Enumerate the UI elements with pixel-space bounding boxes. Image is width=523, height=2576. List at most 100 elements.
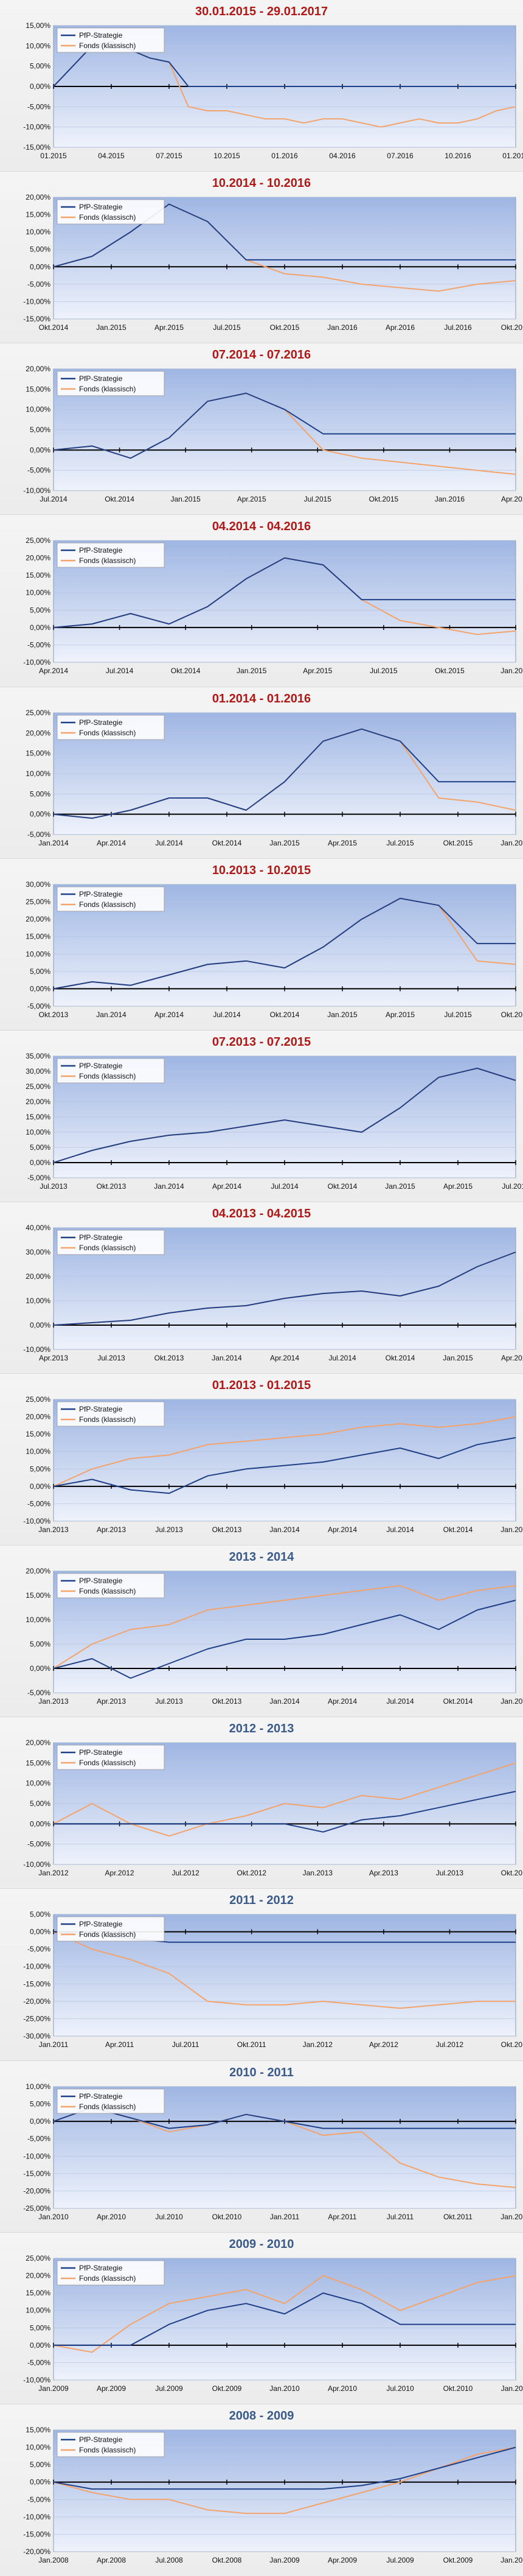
- x-tick-label: Okt.2013: [97, 1182, 126, 1191]
- y-tick-label: 10,00%: [26, 1447, 50, 1456]
- line-chart: 20,00%15,00%10,00%5,00%0,00%-5,00%Jan.20…: [26, 1567, 523, 1706]
- x-tick-label: Jul.2015: [444, 1010, 472, 1019]
- y-tick-label: -10,00%: [23, 1962, 50, 1971]
- legend-label: Fonds (klassisch): [79, 385, 136, 393]
- y-tick-label: 0,00%: [30, 1928, 50, 1936]
- x-tick-label: Jul.2014: [386, 1525, 414, 1534]
- y-tick-label: 15,00%: [26, 211, 50, 219]
- x-tick-label: Jul.2011: [387, 2213, 414, 2221]
- x-tick-label: Jul.2009: [386, 2556, 414, 2564]
- x-tick-label: Jan.2011: [501, 2384, 523, 2393]
- y-tick-label: 15,00%: [26, 2426, 50, 2434]
- y-tick-label: 10,00%: [26, 2082, 50, 2091]
- x-tick-label: Okt.2016: [501, 323, 523, 332]
- x-tick-label: Jan.2014: [96, 1010, 126, 1019]
- x-tick-label: Jan.2014: [269, 1525, 300, 1534]
- x-tick-label: Apr.2015: [154, 323, 184, 332]
- x-tick-label: Jan.2013: [38, 1697, 69, 1706]
- x-tick-label: Apr.2015: [443, 1182, 473, 1191]
- x-tick-label: Jan.2010: [38, 2213, 69, 2221]
- y-tick-label: 20,00%: [26, 1272, 50, 1281]
- legend-label: PfP-Strategie: [79, 31, 123, 40]
- y-tick-label: 10,00%: [26, 950, 50, 958]
- y-tick-label: 25,00%: [26, 709, 50, 717]
- line-chart: 35,00% 30,00% 25,00% 20,00% 15,00% 10,00% 5,00…: [26, 1052, 523, 1191]
- x-tick-label: Jan.2014: [154, 1182, 184, 1191]
- x-tick-label: Jan.2016: [500, 839, 523, 847]
- x-tick-label: Apr.2014: [270, 1354, 299, 1362]
- y-tick-label: -5,00%: [27, 2358, 50, 2367]
- chart-section: 10.2013 - 10.2015 30,00% 25,00% 20,00% 15,00…: [0, 858, 523, 1031]
- x-tick-label: Jul.2013: [436, 1869, 464, 1877]
- y-tick-label: 5,00%: [30, 2323, 50, 2332]
- legend-label: Fonds (klassisch): [79, 2102, 136, 2111]
- y-tick-label: -5,00%: [27, 830, 50, 839]
- chart-section: 2008 - 2009 15,00% 10,00% 5,00% 0,00% -5,00% -…: [0, 2404, 523, 2576]
- legend: PfP-Strategie Fonds (klassisch): [57, 1401, 165, 1427]
- chart-section: 04.2013 - 04.2015 40,00% 30,00% 20,00% 10,00…: [0, 1202, 523, 1374]
- legend-box: [57, 1573, 165, 1598]
- y-tick-label: -5,00%: [27, 280, 50, 289]
- legend-label: Fonds (klassisch): [79, 556, 136, 565]
- y-tick-label: 20,00%: [26, 1413, 50, 1421]
- legend-label: Fonds (klassisch): [79, 1244, 136, 1252]
- x-tick-label: Jul.2013: [155, 1525, 183, 1534]
- y-tick-label: 20,00%: [26, 554, 50, 562]
- y-tick-label: -20,00%: [23, 1997, 50, 2006]
- x-tick-label: Jan.2015: [500, 1525, 523, 1534]
- chart-title: 2009 - 2010: [229, 2237, 294, 2251]
- chart-title: 2012 - 2013: [229, 1722, 294, 1736]
- x-tick-label: Okt.2014: [443, 1525, 473, 1534]
- x-tick-label: Okt.2015: [369, 495, 399, 503]
- x-tick-label: Apr.2011: [328, 2213, 356, 2221]
- x-tick-label: Jan.2015: [96, 323, 126, 332]
- y-tick-label: 15,00%: [26, 21, 50, 30]
- line-chart: 25,00% 20,00% 15,00% 10,00% 5,00% 0,00% -5,00%…: [23, 536, 523, 675]
- x-tick-label: 01.2016: [271, 152, 298, 160]
- legend-label: PfP-Strategie: [79, 890, 123, 898]
- y-tick-label: 5,00%: [30, 967, 50, 975]
- chart-section: 2013 - 2014 20,00% 15,00% 10,00% 5,00% 0,00% -…: [0, 1545, 523, 1718]
- x-tick-label: Apr.2014: [328, 1525, 357, 1534]
- x-tick-label: Jan.2012: [303, 2040, 333, 2049]
- x-tick-label: Jan.2014: [269, 1697, 300, 1706]
- x-tick-label: Jul.2010: [155, 2213, 183, 2221]
- y-tick-label: -10,00%: [23, 1345, 50, 1354]
- x-tick-label: 04.2016: [329, 152, 356, 160]
- x-tick-label: Apr.2010: [97, 2213, 126, 2221]
- y-tick-label: -25,00%: [23, 2204, 50, 2213]
- legend: PfP-Strategie Fonds (klassisch): [57, 1230, 165, 1255]
- chart-title: 07.2014 - 07.2016: [212, 348, 311, 362]
- y-tick-label: 25,00%: [26, 2254, 50, 2263]
- y-tick-label: -10,00%: [23, 2152, 50, 2160]
- legend: PfP-Strategie Fonds (klassisch): [57, 1573, 165, 1598]
- y-tick-label: 30,00%: [26, 880, 50, 889]
- line-chart: 20,00% 15,00% 10,00% 5,00% 0,00% -5,00% -10,00…: [23, 365, 523, 503]
- x-tick-label: 07.2015: [156, 152, 182, 160]
- line-chart: 25,00% 20,00% 15,00% 10,00% 5,00% 0,00% -5,00%…: [23, 1395, 523, 1534]
- y-tick-label: 5,00%: [30, 2099, 50, 2108]
- y-tick-label: 20,00%: [26, 1567, 50, 1575]
- y-tick-label: -5,00%: [27, 1174, 50, 1182]
- x-tick-label: Jul.2014: [40, 495, 68, 503]
- y-tick-label: 5,00%: [30, 425, 50, 434]
- legend-box: [57, 542, 165, 568]
- y-tick-label: 10,00%: [26, 2443, 50, 2451]
- legend-label: PfP-Strategie: [79, 1577, 123, 1585]
- x-tick-label: Jan.2010: [500, 2556, 523, 2564]
- line-chart: 25,00% 20,00% 15,00% 10,00% 5,00% 0,00% -5,00%…: [23, 2254, 523, 2393]
- y-tick-label: 10,00%: [26, 1297, 50, 1305]
- y-tick-label: -5,00%: [27, 1840, 50, 1849]
- x-tick-label: Jan.2016: [327, 323, 358, 332]
- y-tick-label: 5,00%: [30, 2460, 50, 2469]
- y-tick-label: -15,00%: [23, 143, 50, 152]
- chart-title: 2010 - 2011: [229, 2065, 294, 2079]
- y-tick-label: 30,00%: [26, 1248, 50, 1256]
- legend: PfP-Strategie Fonds (klassisch): [57, 1058, 165, 1083]
- legend-box: [57, 715, 165, 740]
- y-tick-label: 25,00%: [26, 536, 50, 545]
- x-tick-label: Okt.2014: [270, 1010, 300, 1019]
- legend: PfP-Strategie Fonds (klassisch): [57, 2260, 165, 2286]
- x-tick-label: Apr.2016: [501, 495, 523, 503]
- y-tick-label: -10,00%: [23, 658, 50, 667]
